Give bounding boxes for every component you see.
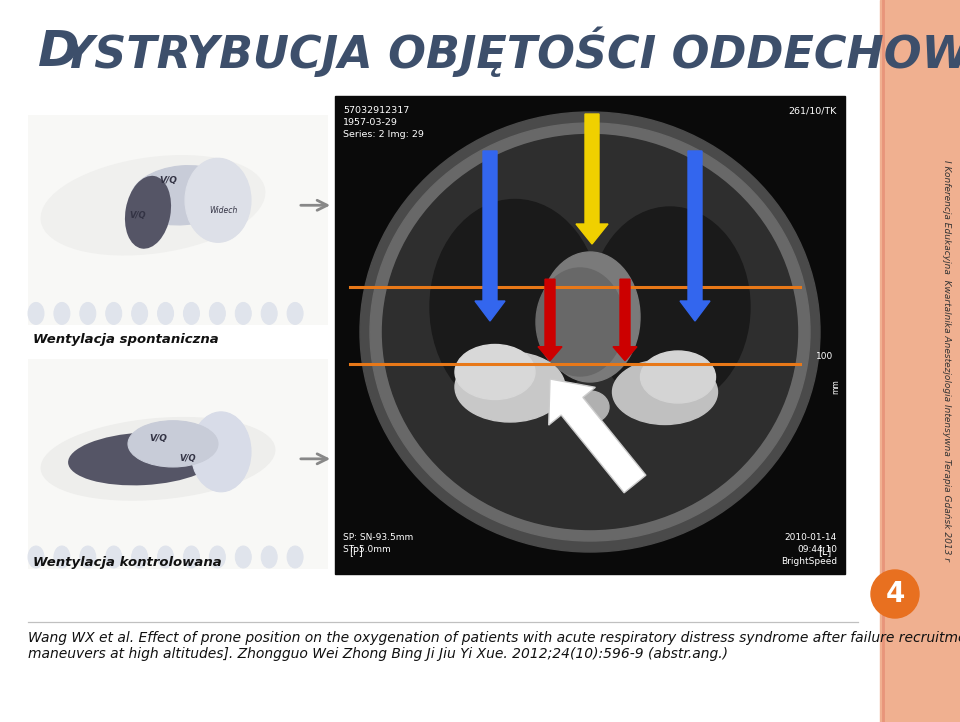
Ellipse shape xyxy=(455,352,565,422)
Text: 100: 100 xyxy=(816,352,833,361)
Ellipse shape xyxy=(612,360,717,425)
Text: [P]: [P] xyxy=(349,546,363,556)
Ellipse shape xyxy=(106,303,122,324)
Ellipse shape xyxy=(261,303,277,324)
Text: 1957-03-29: 1957-03-29 xyxy=(343,118,397,127)
Ellipse shape xyxy=(780,291,794,309)
Ellipse shape xyxy=(209,546,226,568)
Ellipse shape xyxy=(131,165,235,225)
Text: 2010-01-14: 2010-01-14 xyxy=(784,533,837,542)
Text: Wang WX et al. Effect of prone position on the oxygenation of patients with acut: Wang WX et al. Effect of prone position … xyxy=(28,631,960,645)
Ellipse shape xyxy=(185,158,251,243)
Ellipse shape xyxy=(430,199,600,414)
Ellipse shape xyxy=(132,546,148,568)
Bar xyxy=(28,359,328,569)
Text: V/Q: V/Q xyxy=(159,175,177,185)
Ellipse shape xyxy=(640,351,715,403)
Ellipse shape xyxy=(261,546,277,568)
Text: V/Q: V/Q xyxy=(130,211,146,219)
Bar xyxy=(28,115,328,326)
Text: SP: SN-93.5mm: SP: SN-93.5mm xyxy=(343,533,413,542)
Text: V/Q: V/Q xyxy=(180,454,196,464)
Ellipse shape xyxy=(571,391,609,423)
Ellipse shape xyxy=(287,303,303,324)
Text: D: D xyxy=(38,28,80,76)
Ellipse shape xyxy=(513,151,530,165)
Text: YSTRYBUCJA OBJĘTOŚCI ODDECHOWEJ: YSTRYBUCJA OBJĘTOŚCI ODDECHOWEJ xyxy=(62,27,960,77)
Ellipse shape xyxy=(28,303,44,324)
FancyArrow shape xyxy=(538,279,562,361)
Ellipse shape xyxy=(287,546,303,568)
Text: Wentylacja kontrolowana: Wentylacja kontrolowana xyxy=(33,555,222,568)
Text: 4: 4 xyxy=(885,580,904,608)
Text: Wentylacja spontaniczna: Wentylacja spontaniczna xyxy=(33,334,219,347)
Ellipse shape xyxy=(128,421,218,467)
Bar xyxy=(335,96,845,574)
Ellipse shape xyxy=(409,231,424,248)
Ellipse shape xyxy=(28,546,44,568)
Ellipse shape xyxy=(370,123,810,541)
Ellipse shape xyxy=(581,140,599,154)
Ellipse shape xyxy=(54,303,70,324)
Ellipse shape xyxy=(54,546,70,568)
FancyArrow shape xyxy=(576,114,608,244)
Ellipse shape xyxy=(80,546,96,568)
FancyArrow shape xyxy=(613,279,637,361)
Ellipse shape xyxy=(650,151,667,165)
Ellipse shape xyxy=(590,207,750,407)
FancyArrow shape xyxy=(680,151,710,321)
FancyArrow shape xyxy=(549,379,646,493)
Ellipse shape xyxy=(209,303,226,324)
Ellipse shape xyxy=(540,252,640,382)
Text: [L]: [L] xyxy=(818,546,831,556)
Ellipse shape xyxy=(235,546,252,568)
Ellipse shape xyxy=(183,546,200,568)
Ellipse shape xyxy=(235,303,252,324)
Text: 261/10/TK: 261/10/TK xyxy=(788,106,837,115)
Ellipse shape xyxy=(80,303,96,324)
Text: maneuvers at high altitudes]. Zhongguo Wei Zhong Bing Ji Jiu Yi Xue. 2012;24(10): maneuvers at high altitudes]. Zhongguo W… xyxy=(28,647,728,661)
Bar xyxy=(880,0,960,722)
Ellipse shape xyxy=(41,418,275,500)
Ellipse shape xyxy=(157,546,174,568)
Text: 09:44:10: 09:44:10 xyxy=(797,545,837,554)
Ellipse shape xyxy=(453,182,469,198)
Text: ST: 5.0mm: ST: 5.0mm xyxy=(343,545,391,554)
Ellipse shape xyxy=(41,156,265,255)
Ellipse shape xyxy=(386,291,400,309)
Ellipse shape xyxy=(360,112,820,552)
Text: V/Q: V/Q xyxy=(149,435,167,443)
Circle shape xyxy=(871,570,919,618)
Ellipse shape xyxy=(756,231,771,248)
Ellipse shape xyxy=(455,344,535,399)
Text: Widech: Widech xyxy=(209,206,237,214)
Ellipse shape xyxy=(125,176,171,249)
Ellipse shape xyxy=(183,303,200,324)
Ellipse shape xyxy=(382,134,798,529)
Ellipse shape xyxy=(191,412,251,492)
Ellipse shape xyxy=(710,182,727,198)
FancyArrow shape xyxy=(475,151,505,321)
Text: I Konferencja Edukacyjna  Kwartalnika Anestezjologia Intensywna Terapia Gdańsk 2: I Konferencja Edukacyjna Kwartalnika Ane… xyxy=(943,160,951,562)
Ellipse shape xyxy=(132,303,148,324)
Text: Series: 2 Img: 29: Series: 2 Img: 29 xyxy=(343,130,424,139)
Text: BrightSpeed: BrightSpeed xyxy=(780,557,837,566)
Ellipse shape xyxy=(157,303,174,324)
Text: mm: mm xyxy=(831,379,840,394)
Ellipse shape xyxy=(106,546,122,568)
Text: 57032912317: 57032912317 xyxy=(343,106,409,115)
Ellipse shape xyxy=(536,268,624,376)
Ellipse shape xyxy=(68,432,218,485)
